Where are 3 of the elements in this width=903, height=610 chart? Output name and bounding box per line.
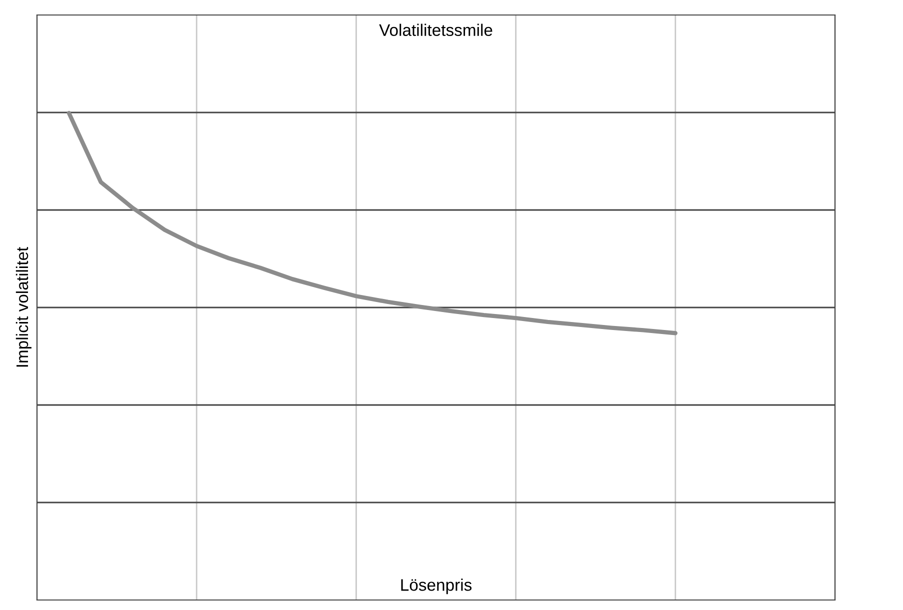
x-axis-title: Lösenpris: [401, 578, 472, 594]
chart-title: Volatilitetssmile: [379, 24, 492, 36]
y-axis-title: Implicit volatilitet: [16, 246, 32, 367]
